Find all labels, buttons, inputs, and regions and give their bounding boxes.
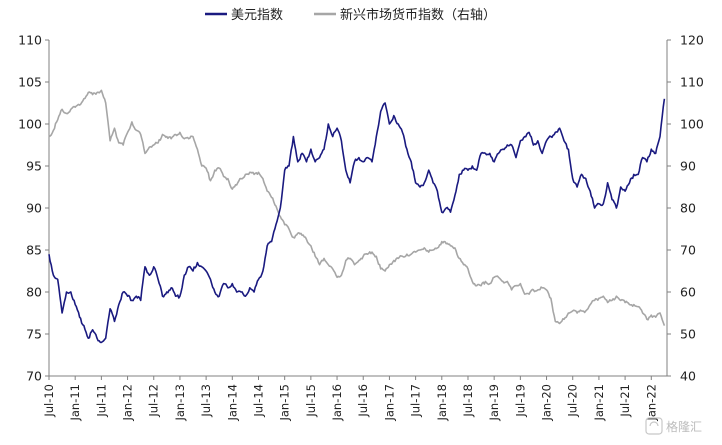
x-tick-label: Jan-15: [278, 384, 292, 422]
right-tick-label: 90: [680, 159, 696, 174]
watermark-logo-mark: [649, 421, 659, 427]
axes: 70 75 80 85 90 95 100 105 110 40 50 60 70 80 90 100 110 1…: [18, 33, 704, 422]
left-tick-label: 100: [18, 117, 42, 132]
x-tick-label: Jan-18: [435, 384, 449, 422]
left-tick-label: 80: [26, 285, 42, 300]
watermark-logo-icon: [645, 417, 663, 435]
right-tick-label: 60: [680, 285, 696, 300]
legend: 美元指数 新兴市场货币指数（右轴）: [205, 7, 496, 23]
right-tick-label: 100: [680, 117, 704, 132]
x-tick-label: Jan-20: [540, 384, 554, 422]
x-tick-label: Jul-21: [618, 384, 632, 418]
x-tick-label: Jul-13: [199, 384, 213, 418]
right-tick-label: 110: [680, 75, 704, 90]
x-tick-label: Jan-12: [121, 384, 135, 422]
left-tick-label: 75: [26, 327, 42, 342]
left-tick-label: 105: [18, 75, 42, 90]
x-tick-label: Jul-12: [147, 384, 161, 418]
right-tick-label: 80: [680, 201, 696, 216]
left-tick-label: 70: [26, 369, 42, 384]
x-tick-label: Jul-20: [566, 384, 580, 418]
x-tick-label: Jan-16: [330, 384, 344, 422]
x-tick-label: Jan-11: [68, 384, 82, 422]
x-tick-label: Jul-16: [356, 384, 370, 418]
series-line-em-currency-index: [48, 89, 666, 326]
x-tick-label: Jan-22: [644, 384, 658, 422]
left-tick-label: 90: [26, 201, 42, 216]
x-tick-label: Jul-11: [94, 384, 108, 418]
legend-label: 新兴市场货币指数（右轴）: [340, 7, 496, 23]
right-tick-label: 70: [680, 243, 696, 258]
x-tick-label: Jan-13: [173, 384, 187, 422]
x-tick-label: Jul-14: [251, 384, 265, 418]
series-lines: [48, 89, 666, 344]
x-tick-label: Jan-14: [225, 384, 239, 422]
right-tick-label: 120: [680, 33, 704, 48]
legend-label: 美元指数: [231, 8, 283, 23]
watermark: 格隆汇: [645, 417, 702, 435]
series-line-usd-index: [48, 98, 666, 344]
left-tick-label: 85: [26, 243, 42, 258]
x-tick-label: Jan-21: [592, 384, 606, 422]
watermark-text: 格隆汇: [666, 419, 702, 434]
right-tick-label: 40: [680, 369, 696, 384]
x-tick-label: Jul-18: [461, 384, 475, 418]
x-tick-label: Jul-17: [409, 384, 423, 418]
left-tick-label: 95: [26, 159, 42, 174]
right-tick-label: 50: [680, 327, 696, 342]
x-tick-label: Jul-19: [513, 384, 527, 418]
left-tick-label: 110: [18, 33, 42, 48]
x-tick-label: Jul-15: [304, 384, 318, 418]
x-tick-label: Jan-17: [382, 384, 396, 422]
x-tick-label: Jul-10: [42, 384, 56, 418]
x-tick-label: Jan-19: [487, 384, 501, 422]
